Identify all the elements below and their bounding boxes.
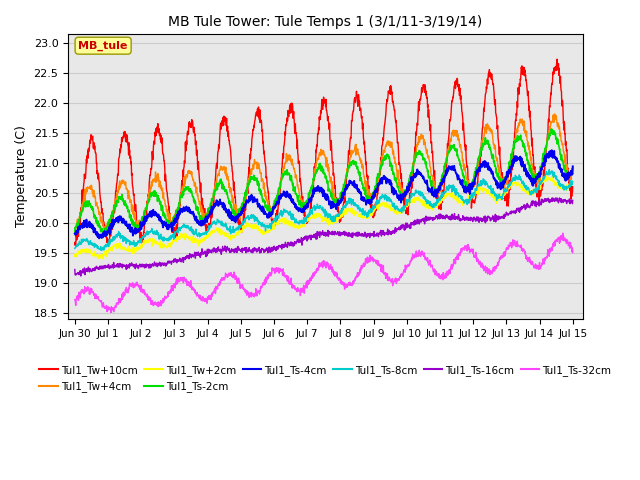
Tul1_Ts-16cm <box>293 239 301 245</box>
Tul1_Ts-8cm <box>302 214 310 219</box>
Tul1_Ts-2cm <box>548 126 556 132</box>
Tul1_Ts-8cm <box>282 208 290 214</box>
Tul1_Tw+4cm <box>130 213 138 218</box>
Legend: Tul1_Tw+10cm, Tul1_Tw+4cm, Tul1_Tw+2cm, Tul1_Ts-2cm, Tul1_Ts-4cm, Tul1_Ts-8cm, T: Tul1_Tw+10cm, Tul1_Tw+4cm, Tul1_Tw+2cm, … <box>35 361 616 396</box>
Tul1_Ts-16cm <box>130 264 138 270</box>
Line: Tul1_Ts-32cm: Tul1_Ts-32cm <box>75 233 573 312</box>
Tul1_Tw+2cm <box>282 220 290 226</box>
Tul1_Ts-8cm <box>97 248 105 253</box>
Tul1_Tw+10cm <box>104 243 112 249</box>
Tul1_Ts-8cm <box>71 246 79 252</box>
Tul1_Tw+4cm <box>71 228 79 234</box>
Line: Tul1_Ts-4cm: Tul1_Ts-4cm <box>75 150 573 238</box>
Tul1_Tw+4cm <box>110 202 118 208</box>
Tul1_Tw+10cm <box>71 242 79 248</box>
Line: Tul1_Tw+4cm: Tul1_Tw+4cm <box>75 114 573 234</box>
Line: Tul1_Ts-16cm: Tul1_Ts-16cm <box>75 198 573 276</box>
Tul1_Ts-4cm <box>130 229 138 235</box>
Tul1_Ts-32cm <box>110 309 118 315</box>
Tul1_Tw+2cm <box>569 180 577 185</box>
Tul1_Tw+2cm <box>355 213 362 219</box>
Tul1_Tw+2cm <box>110 242 118 248</box>
Tul1_Tw+2cm <box>130 245 138 251</box>
Tul1_Ts-4cm <box>110 219 118 225</box>
Tul1_Tw+4cm <box>569 167 577 172</box>
Tul1_Tw+4cm <box>105 231 113 237</box>
Tul1_Ts-8cm <box>569 179 577 185</box>
Line: Tul1_Ts-8cm: Tul1_Ts-8cm <box>75 169 573 251</box>
Tul1_Ts-32cm <box>302 285 310 290</box>
Line: Tul1_Tw+10cm: Tul1_Tw+10cm <box>75 59 573 246</box>
Tul1_Tw+10cm <box>554 56 561 62</box>
Tul1_Tw+10cm <box>569 184 577 190</box>
Tul1_Ts-16cm <box>71 266 79 272</box>
Tul1_Ts-2cm <box>130 223 138 228</box>
Tul1_Ts-32cm <box>71 297 79 302</box>
Tul1_Tw+10cm <box>282 123 290 129</box>
Tul1_Ts-16cm <box>552 195 560 201</box>
Title: MB Tule Tower: Tule Temps 1 (3/1/11-3/19/14): MB Tule Tower: Tule Temps 1 (3/1/11-3/19… <box>168 15 483 29</box>
Tul1_Tw+2cm <box>302 219 310 225</box>
Tul1_Ts-32cm <box>355 273 362 278</box>
Tul1_Tw+4cm <box>282 151 290 156</box>
Tul1_Ts-4cm <box>302 203 310 209</box>
Line: Tul1_Ts-2cm: Tul1_Ts-2cm <box>75 129 573 235</box>
Tul1_Ts-16cm <box>569 197 577 203</box>
Tul1_Ts-16cm <box>110 260 118 265</box>
Tul1_Tw+10cm <box>110 211 118 216</box>
Tul1_Ts-2cm <box>355 170 362 176</box>
Tul1_Ts-2cm <box>293 192 301 197</box>
Tul1_Ts-2cm <box>569 164 577 170</box>
Tul1_Ts-8cm <box>293 218 301 224</box>
Tul1_Tw+2cm <box>293 224 301 230</box>
Tul1_Ts-32cm <box>130 282 138 288</box>
Tul1_Ts-32cm <box>559 230 566 236</box>
Tul1_Ts-8cm <box>110 236 118 242</box>
Tul1_Tw+2cm <box>543 173 550 179</box>
Tul1_Ts-16cm <box>302 233 310 239</box>
Tul1_Ts-8cm <box>545 167 553 172</box>
Tul1_Ts-4cm <box>71 231 79 237</box>
Tul1_Ts-4cm <box>355 189 362 194</box>
Tul1_Tw+2cm <box>99 256 106 262</box>
Tul1_Ts-4cm <box>282 190 290 196</box>
Tul1_Ts-8cm <box>130 240 138 245</box>
Tul1_Ts-16cm <box>355 233 362 239</box>
Text: MB_tule: MB_tule <box>79 40 128 51</box>
Tul1_Ts-16cm <box>282 244 290 250</box>
Tul1_Ts-4cm <box>293 206 301 212</box>
Y-axis label: Temperature (C): Temperature (C) <box>15 126 28 228</box>
Tul1_Ts-2cm <box>282 171 290 177</box>
Tul1_Tw+4cm <box>551 111 559 117</box>
Tul1_Tw+10cm <box>302 218 310 224</box>
Tul1_Ts-32cm <box>293 287 301 292</box>
Tul1_Ts-4cm <box>548 147 556 153</box>
Tul1_Ts-2cm <box>100 232 108 238</box>
Tul1_Ts-2cm <box>110 207 118 213</box>
Tul1_Ts-8cm <box>355 204 362 209</box>
Tul1_Tw+10cm <box>355 92 362 97</box>
Tul1_Tw+2cm <box>71 252 79 258</box>
Tul1_Ts-4cm <box>95 235 103 241</box>
Tul1_Ts-2cm <box>302 204 310 209</box>
Tul1_Ts-32cm <box>107 310 115 315</box>
Tul1_Ts-32cm <box>569 250 577 255</box>
Tul1_Tw+4cm <box>293 177 301 182</box>
Tul1_Ts-16cm <box>77 273 84 279</box>
Tul1_Ts-32cm <box>282 274 290 280</box>
Tul1_Ts-2cm <box>71 229 79 235</box>
Tul1_Tw+4cm <box>302 205 310 211</box>
Line: Tul1_Tw+2cm: Tul1_Tw+2cm <box>75 176 573 259</box>
Tul1_Tw+10cm <box>293 136 301 142</box>
Tul1_Tw+4cm <box>355 150 362 156</box>
Tul1_Tw+10cm <box>130 191 138 197</box>
Tul1_Ts-4cm <box>569 164 577 169</box>
